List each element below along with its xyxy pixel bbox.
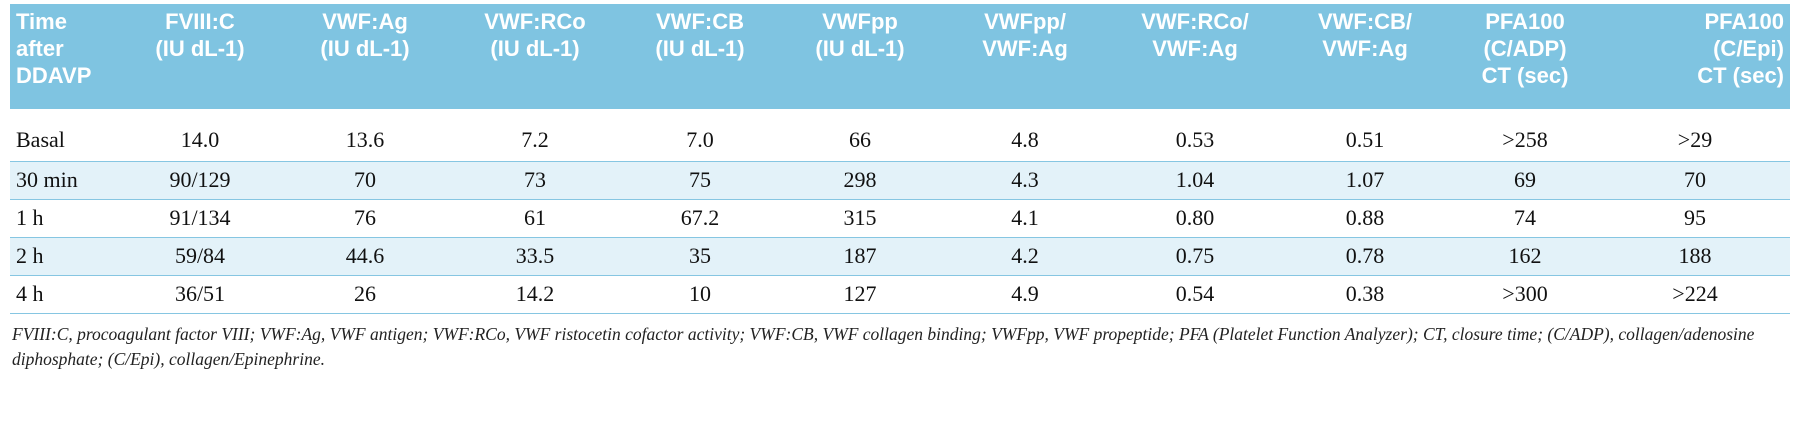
cell-vwf-rco-ratio: 0.54 — [1110, 275, 1280, 314]
cell-vwf-ag: 13.6 — [280, 109, 450, 162]
cell-pfa100-epi: 95 — [1600, 199, 1790, 238]
cell-vwfpp-ratio: 4.8 — [940, 109, 1110, 162]
cell-vwf-cb: 7.0 — [620, 109, 780, 162]
cell-pfa100-adp: >258 — [1450, 109, 1600, 162]
cell-pfa100-epi: 70 — [1600, 161, 1790, 200]
cell-time: 30 min — [10, 161, 120, 200]
cell-vwfpp: 298 — [780, 161, 940, 200]
cell-vwf-rco: 7.2 — [450, 109, 620, 162]
cell-vwfpp: 315 — [780, 199, 940, 238]
cell-vwf-ag: 70 — [280, 161, 450, 200]
cell-vwfpp-ratio: 4.9 — [940, 275, 1110, 314]
cell-vwfpp-ratio: 4.1 — [940, 199, 1110, 238]
cell-vwf-rco-ratio: 0.75 — [1110, 237, 1280, 276]
cell-vwf-rco: 61 — [450, 199, 620, 238]
header-vwfpp-ratio: VWFpp/ VWF:Ag — [940, 4, 1110, 109]
cell-pfa100-epi: >224 — [1600, 275, 1790, 314]
header-vwf-ag: VWF:Ag (IU dL-1) — [280, 4, 450, 109]
cell-vwf-cb: 35 — [620, 237, 780, 276]
cell-time: 2 h — [10, 237, 120, 276]
cell-fviii-c: 36/51 — [120, 275, 280, 314]
cell-pfa100-adp: >300 — [1450, 275, 1600, 314]
header-fviii-c: FVIII:C (IU dL-1) — [120, 4, 280, 109]
cell-vwf-rco: 33.5 — [450, 237, 620, 276]
cell-vwf-ag: 76 — [280, 199, 450, 238]
cell-vwf-rco-ratio: 1.04 — [1110, 161, 1280, 200]
cell-pfa100-epi: 188 — [1600, 237, 1790, 276]
cell-time: 1 h — [10, 199, 120, 238]
cell-vwf-cb: 10 — [620, 275, 780, 314]
cell-vwfpp: 187 — [780, 237, 940, 276]
header-vwfpp: VWFpp (IU dL-1) — [780, 4, 940, 109]
cell-vwf-cb: 75 — [620, 161, 780, 200]
table-footnote: FVIII:C, procoagulant factor VIII; VWF:A… — [12, 323, 1755, 369]
cell-vwf-cb-ratio: 0.78 — [1280, 237, 1450, 276]
table-header: Time after DDAVP FVIII:C (IU dL-1) VWF:A… — [10, 4, 1790, 109]
table-row: 1 h 91/134 76 61 67.2 315 4.1 0.80 0.88 … — [10, 199, 1790, 238]
cell-vwf-ag: 44.6 — [280, 237, 450, 276]
cell-vwf-rco-ratio: 0.53 — [1110, 109, 1280, 162]
cell-time: 4 h — [10, 275, 120, 314]
cell-vwf-rco-ratio: 0.80 — [1110, 199, 1280, 238]
header-vwf-rco-ratio: VWF:RCo/ VWF:Ag — [1110, 4, 1280, 109]
cell-vwfpp-ratio: 4.2 — [940, 237, 1110, 276]
cell-pfa100-adp: 69 — [1450, 161, 1600, 200]
cell-pfa100-adp: 74 — [1450, 199, 1600, 238]
header-pfa100-adp: PFA100 (C/ADP) CT (sec) — [1450, 4, 1600, 109]
header-pfa100-epi: PFA100 (C/Epi) CT (sec) — [1600, 4, 1790, 109]
cell-vwfpp-ratio: 4.3 — [940, 161, 1110, 200]
cell-fviii-c: 90/129 — [120, 161, 280, 200]
ddavp-results-table: Time after DDAVP FVIII:C (IU dL-1) VWF:A… — [10, 4, 1790, 314]
header-row: Time after DDAVP FVIII:C (IU dL-1) VWF:A… — [10, 4, 1790, 109]
cell-vwf-cb-ratio: 0.88 — [1280, 199, 1450, 238]
cell-vwf-cb-ratio: 0.51 — [1280, 109, 1450, 162]
cell-vwf-rco: 14.2 — [450, 275, 620, 314]
header-time: Time after DDAVP — [10, 4, 120, 109]
cell-fviii-c: 14.0 — [120, 109, 280, 162]
table-row: 2 h 59/84 44.6 33.5 35 187 4.2 0.75 0.78… — [10, 237, 1790, 276]
cell-pfa100-adp: 162 — [1450, 237, 1600, 276]
table-body: Basal 14.0 13.6 7.2 7.0 66 4.8 0.53 0.51… — [10, 109, 1790, 314]
cell-vwf-cb-ratio: 1.07 — [1280, 161, 1450, 200]
cell-pfa100-epi: >29 — [1600, 109, 1790, 162]
cell-time: Basal — [10, 109, 120, 162]
table-container: Time after DDAVP FVIII:C (IU dL-1) VWF:A… — [10, 4, 1790, 372]
cell-vwf-cb: 67.2 — [620, 199, 780, 238]
table-row: 30 min 90/129 70 73 75 298 4.3 1.04 1.07… — [10, 161, 1790, 200]
header-vwf-cb-ratio: VWF:CB/ VWF:Ag — [1280, 4, 1450, 109]
cell-fviii-c: 59/84 — [120, 237, 280, 276]
cell-vwf-ag: 26 — [280, 275, 450, 314]
header-vwf-rco: VWF:RCo (IU dL-1) — [450, 4, 620, 109]
header-vwf-cb: VWF:CB (IU dL-1) — [620, 4, 780, 109]
table-row: Basal 14.0 13.6 7.2 7.0 66 4.8 0.53 0.51… — [10, 109, 1790, 162]
cell-vwfpp: 127 — [780, 275, 940, 314]
cell-vwf-rco: 73 — [450, 161, 620, 200]
table-row: 4 h 36/51 26 14.2 10 127 4.9 0.54 0.38 >… — [10, 275, 1790, 314]
cell-vwf-cb-ratio: 0.38 — [1280, 275, 1450, 314]
cell-vwfpp: 66 — [780, 109, 940, 162]
cell-fviii-c: 91/134 — [120, 199, 280, 238]
